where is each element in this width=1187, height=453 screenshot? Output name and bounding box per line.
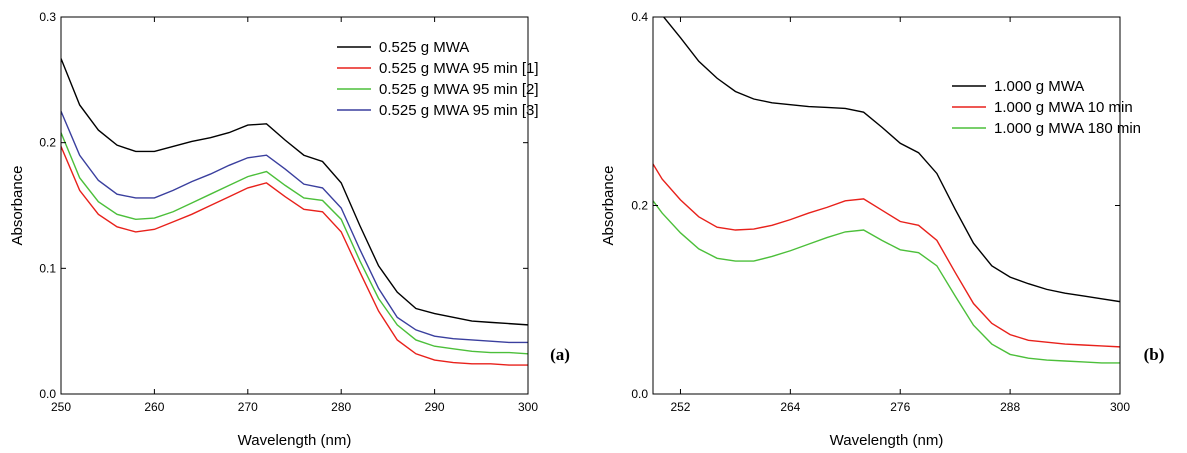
x-tick-label: 252 [670,400,690,414]
y-tick-label: 0.2 [39,136,56,150]
legend-label-2: 1.000 g MWA 10 min [994,99,1133,116]
legend-label-3: 0.525 g MWA 95 min [2] [379,81,539,98]
y-axis-title: Absorbance [600,165,617,245]
x-tick-label: 300 [1110,400,1130,414]
panel-label: (a) [550,345,570,364]
legend-label-1: 0.525 g MWA [379,39,469,56]
series-line-2 [653,163,1120,348]
y-tick-label: 0.0 [39,387,56,401]
y-tick-label: 0.3 [39,10,56,24]
x-axis-title: Wavelength (nm) [830,432,944,449]
series-line-1 [61,58,528,326]
legend-label-2: 0.525 g MWA 95 min [1] [379,60,539,77]
series-line-1 [662,17,1120,303]
x-tick-label: 260 [144,400,164,414]
panel-label: (b) [1144,345,1165,364]
y-tick-label: 0.0 [631,387,648,401]
x-tick-label: 288 [1000,400,1020,414]
legend-label-3: 1.000 g MWA 180 min [994,120,1141,137]
x-axis-title: Wavelength (nm) [238,432,352,449]
y-tick-label: 0.4 [631,10,648,24]
legend: 0.525 g MWA 0.525 g MWA 95 min [1] 0.525 g… [337,39,539,119]
y-axis-title: Absorbance [9,165,26,245]
legend-label-4: 0.525 g MWA 95 min [3] [379,102,539,119]
y-tick-label: 0.1 [39,261,56,275]
panel-b: 252 264 276 288 300 0.0 0.2 0.4 Wavelength (nm) A… [600,10,1164,449]
x-tick-label: 270 [238,400,258,414]
series-line-3 [61,132,528,355]
plot-frame [60,16,529,395]
x-tick-label: 300 [518,400,538,414]
y-tick-label: 0.2 [631,199,648,213]
series-line-2 [61,146,528,366]
x-tick-label: 290 [425,400,445,414]
x-tick-label: 276 [890,400,910,414]
legend: 1.000 g MWA 1.000 g MWA 10 min 1.000 g MWA… [952,78,1141,137]
plot-frame [652,16,1121,395]
panel-a: 250 260 270 280 290 300 0.0 0.1 0.2 0.3 Wavelength… [9,10,570,449]
series-line-3 [653,200,1120,364]
x-tick-label: 264 [780,400,800,414]
x-tick-label: 250 [51,400,71,414]
legend-label-1: 1.000 g MWA [994,78,1084,95]
x-tick-label: 280 [331,400,351,414]
series-line-4 [61,110,528,344]
